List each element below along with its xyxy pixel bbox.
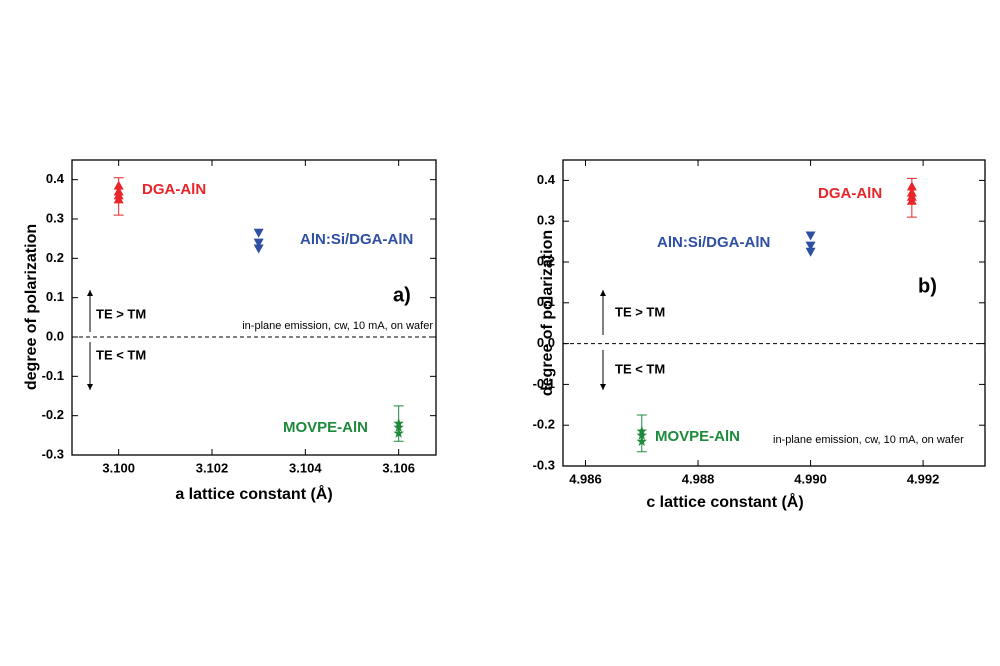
marker (906, 181, 917, 191)
x-axis-title: a lattice constant (Å) (175, 484, 332, 503)
plot-frame (562, 159, 986, 467)
y-tick-label: 0.4 (537, 172, 556, 187)
marker (393, 427, 404, 438)
y-tick-label: -0.3 (533, 457, 555, 472)
annotation: TE < TM (615, 361, 665, 376)
series-label: DGA-AlN (818, 185, 882, 202)
y-tick-label: 0.2 (537, 253, 555, 268)
x-tick-label: 4.990 (794, 471, 827, 486)
marker (805, 241, 816, 251)
annotation: TE > TM (96, 306, 146, 321)
marker (253, 228, 264, 238)
y-axis-title: degree of polarization (539, 230, 556, 396)
annotation: TE > TM (615, 304, 665, 319)
marker (805, 247, 816, 257)
arrow-head (600, 290, 606, 296)
y-tick-label: -0.2 (42, 407, 64, 422)
x-tick-label: 4.988 (682, 471, 715, 486)
x-tick-label: 3.102 (196, 460, 229, 475)
plot-frame (71, 159, 437, 456)
marker (113, 194, 124, 204)
y-tick-label: 0.0 (46, 328, 64, 343)
marker (636, 436, 647, 446)
x-tick-label: 4.992 (907, 471, 940, 486)
marker (113, 180, 124, 190)
series-label: MOVPE-AlN (655, 428, 740, 445)
y-axis-title: degree of polarization (23, 224, 40, 390)
marker (906, 195, 917, 205)
series-label: AlN:Si/DGA-AlN (657, 234, 770, 251)
series-label: AlN:Si/DGA-AlN (300, 231, 413, 248)
arrow-head (87, 290, 93, 296)
annotation: a) (393, 284, 411, 306)
series-label: DGA-AlN (142, 181, 206, 198)
marker (393, 422, 404, 432)
y-tick-label: 0.3 (537, 213, 555, 228)
marker (253, 238, 264, 248)
annotation: in-plane emission, cw, 10 mA, on wafer (773, 434, 964, 446)
marker (253, 244, 264, 254)
y-tick-label: -0.2 (533, 417, 555, 432)
y-tick-label: 0.4 (46, 171, 65, 186)
x-tick-label: 3.104 (289, 460, 322, 475)
y-tick-label: 0.1 (537, 294, 555, 309)
series-label: MOVPE-AlN (283, 419, 368, 436)
y-tick-label: -0.1 (42, 368, 64, 383)
annotation: b) (918, 275, 937, 297)
arrow-head (87, 384, 93, 390)
y-tick-label: -0.3 (42, 446, 64, 461)
y-tick-label: 0.3 (46, 210, 64, 225)
y-tick-label: -0.1 (533, 376, 555, 391)
marker (636, 429, 647, 440)
y-tick-label: 0.1 (46, 289, 64, 304)
x-axis-title: c lattice constant (Å) (646, 492, 803, 511)
y-tick-label: 0.2 (46, 250, 64, 265)
y-tick-label: 0.0 (537, 335, 555, 350)
x-tick-label: 3.106 (382, 460, 415, 475)
marker (805, 231, 816, 241)
x-tick-label: 4.986 (569, 471, 602, 486)
arrow-head (600, 384, 606, 390)
x-tick-label: 3.100 (102, 460, 135, 475)
annotation: TE < TM (96, 347, 146, 362)
annotation: in-plane emission, cw, 10 mA, on wafer (242, 320, 433, 332)
